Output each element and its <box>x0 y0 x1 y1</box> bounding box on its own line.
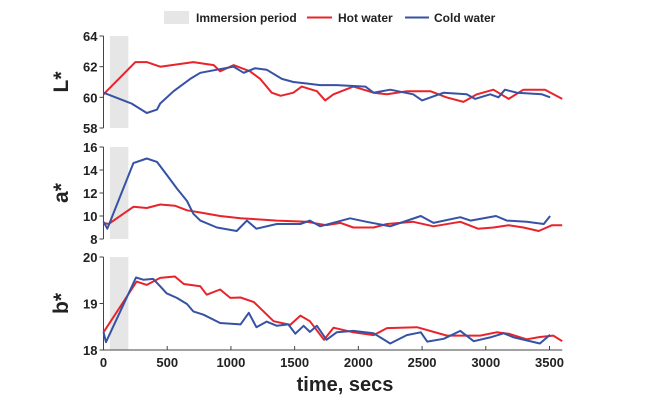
y-tick-label: 62 <box>83 60 97 75</box>
x-tick-label: 2000 <box>344 355 373 370</box>
y-tick-label: 60 <box>83 90 97 105</box>
x-tick-label: 500 <box>156 355 178 370</box>
panel-0: 58 60 62 64 L* <box>50 29 563 136</box>
y-tick-label: 10 <box>83 209 97 224</box>
x-tick-label: 2500 <box>408 355 437 370</box>
panel-1: 8 10 12 14 16 a* <box>50 140 563 247</box>
x-tick-label: 0 <box>100 355 107 370</box>
x-tick-label: 3000 <box>471 355 500 370</box>
y-tick-label: 14 <box>83 163 98 178</box>
x-axis-label: time, secs <box>297 374 394 396</box>
legend-label-cold: Cold water <box>434 11 496 25</box>
hot-water-line <box>103 203 563 232</box>
immersion-band <box>109 147 129 239</box>
hot-water-line <box>102 61 563 103</box>
y-tick-label: 18 <box>83 343 97 358</box>
immersion-band <box>109 257 129 350</box>
hot-water-line <box>102 275 563 343</box>
x-tick-label: 3500 <box>535 355 564 370</box>
cold-water-line <box>102 157 551 232</box>
y-tick-label: 64 <box>83 29 98 44</box>
x-tick-label: 1500 <box>280 355 309 370</box>
y-tick-label: 12 <box>83 186 97 201</box>
immersion-band <box>109 36 129 128</box>
y-tick-label: 16 <box>83 140 97 155</box>
legend-label-hot: Hot water <box>338 11 393 25</box>
panel-2: 18 19 20 b* 0 500 1000 1500 2000 2500 3000 3500 <box>50 250 564 370</box>
y-axis-label: a* <box>50 182 73 203</box>
cold-water-line <box>103 65 551 114</box>
cold-water-line <box>102 276 551 345</box>
y-axis-label: b* <box>50 292 73 314</box>
y-tick-label: 8 <box>90 232 97 247</box>
y-tick-label: 58 <box>83 121 97 136</box>
y-tick-label: 20 <box>83 250 97 265</box>
legend-label-immersion: Immersion period <box>196 11 297 25</box>
x-tick-label: 1000 <box>216 355 245 370</box>
legend: Immersion period Hot water Cold water <box>164 11 496 25</box>
y-axis-label: L* <box>50 71 73 93</box>
legend-swatch-immersion <box>164 11 189 24</box>
y-tick-label: 19 <box>83 297 97 312</box>
